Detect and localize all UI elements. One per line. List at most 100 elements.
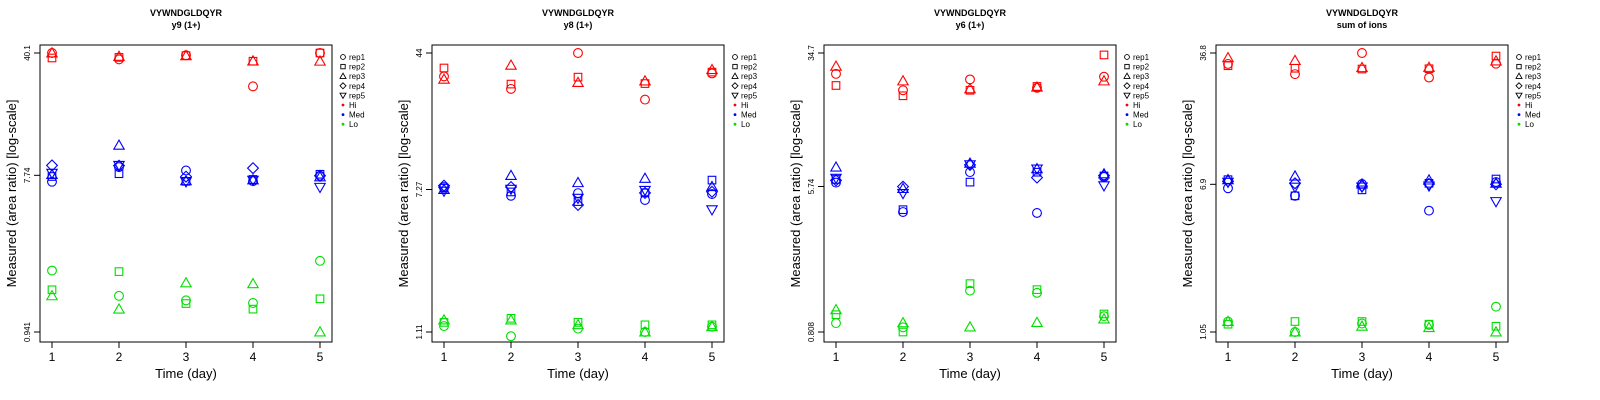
- chart-subtitle: y6 (1+): [956, 20, 985, 30]
- data-point-hi-rep2: [831, 81, 841, 90]
- data-point-med-rep4: [313, 169, 327, 182]
- data-point-med-rep4: [571, 198, 585, 212]
- data-point-lo-rep2: [181, 299, 191, 308]
- legend-label-rep2: rep2: [349, 63, 366, 72]
- data-point-lo-rep3: [963, 320, 977, 332]
- legend-label-lo: Lo: [349, 120, 358, 129]
- x-axis-label: Time (day): [1331, 366, 1393, 381]
- legend-marker-rep5: [1123, 92, 1131, 100]
- data-point-lo-rep1: [248, 298, 258, 308]
- legend-marker-lo: [733, 122, 737, 126]
- data-point-med-rep4: [1030, 171, 1044, 184]
- data-point-hi-rep1: [640, 94, 650, 105]
- data-point-lo-rep1: [114, 290, 124, 301]
- data-point-hi-rep3: [638, 74, 652, 86]
- legend-label-rep3: rep3: [1133, 72, 1150, 81]
- data-point-med-rep5: [1422, 181, 1436, 193]
- data-point-lo-rep3: [571, 318, 585, 330]
- legend-label-med: Med: [1525, 111, 1541, 120]
- data-point-med-rep3: [1422, 173, 1436, 185]
- y-tick-label: 36.8: [1199, 45, 1208, 61]
- data-point-hi-rep3: [504, 59, 518, 70]
- data-point-hi-rep2: [1491, 51, 1501, 61]
- chart-title: VYWNDGLDQYR: [150, 8, 223, 18]
- data-point-med-rep2: [1491, 174, 1501, 184]
- data-point-med-rep5: [179, 177, 193, 189]
- data-point-lo-rep2: [1223, 319, 1233, 329]
- legend-marker-hi: [1517, 103, 1521, 107]
- legend-marker-rep2: [340, 63, 346, 70]
- x-tick-label: 5: [1101, 350, 1108, 364]
- data-point-med-rep2: [898, 205, 908, 215]
- data-point-med-rep1: [707, 189, 717, 199]
- chart-title: VYWNDGLDQYR: [1326, 8, 1399, 18]
- legend-label-rep1: rep1: [1525, 53, 1542, 62]
- data-point-med-rep5: [1288, 182, 1302, 194]
- data-point-lo-rep1: [1491, 301, 1501, 312]
- y-axis-label: Measured (area ratio) [log-scale]: [788, 100, 803, 288]
- x-tick-label: 3: [183, 350, 190, 364]
- data-point-med-rep5: [1489, 197, 1503, 208]
- data-point-hi-rep1: [1290, 69, 1300, 80]
- data-point-med-rep5: [112, 160, 126, 172]
- data-point-med-rep2: [506, 187, 516, 197]
- data-point-med-rep2: [573, 197, 583, 206]
- legend-label-rep4: rep4: [349, 82, 366, 91]
- data-point-med-rep3: [829, 160, 843, 172]
- data-point-lo-rep2: [1357, 317, 1367, 326]
- data-point-med-rep5: [246, 175, 260, 187]
- data-point-med-rep1: [1032, 207, 1042, 218]
- data-point-med-rep5: [829, 173, 843, 185]
- legend-marker-rep3: [339, 72, 347, 79]
- data-point-lo-rep2: [248, 304, 258, 314]
- data-point-hi-rep1: [248, 81, 258, 92]
- legend-label-rep4: rep4: [1133, 82, 1150, 91]
- x-tick-label: 2: [508, 350, 515, 364]
- data-point-med-rep1: [1424, 205, 1434, 216]
- legend-label-rep4: rep4: [1525, 82, 1542, 91]
- legend-marker-rep1: [1124, 54, 1130, 60]
- legend-marker-rep2: [1516, 63, 1522, 70]
- data-point-med-rep2: [1424, 178, 1434, 188]
- data-point-hi-rep3: [896, 74, 910, 86]
- data-point-lo-rep3: [705, 320, 719, 332]
- data-point-med-rep5: [313, 182, 327, 194]
- legend-label-rep3: rep3: [741, 72, 758, 81]
- data-point-lo-rep1: [898, 322, 908, 333]
- data-point-med-rep3: [246, 173, 260, 185]
- chart-title: VYWNDGLDQYR: [542, 8, 615, 18]
- legend-marker-med: [1517, 113, 1521, 116]
- y-tick-label: 0.941: [23, 321, 32, 342]
- data-point-hi-rep2: [506, 79, 516, 89]
- y-tick-label: 44: [415, 48, 424, 57]
- y-tick-label: 34.7: [807, 45, 816, 61]
- data-point-lo-rep1: [506, 331, 516, 342]
- data-point-lo-rep2: [47, 285, 57, 295]
- chart-panel-2: VYWNDGLDQYR y8 (1+) 1 2 3 4 5 Time (day) 1.11 7.2…: [396, 8, 758, 381]
- data-point-med-rep4: [829, 174, 843, 187]
- legend-label-rep5: rep5: [349, 91, 366, 100]
- data-point-med-rep1: [181, 165, 191, 176]
- data-point-hi-rep3: [829, 60, 843, 71]
- legend-marker-rep1: [1516, 54, 1522, 60]
- plot-frame: [39, 44, 333, 343]
- x-tick-label: 5: [1493, 350, 1500, 364]
- legend-marker-med: [1125, 113, 1129, 116]
- legend-label-lo: Lo: [1525, 120, 1534, 129]
- legend-marker-med: [341, 113, 345, 116]
- data-point-med-rep5: [571, 193, 585, 205]
- data-point-med-rep2: [707, 175, 717, 185]
- data-point-lo-rep1: [1032, 287, 1042, 298]
- data-point-hi-rep1: [315, 48, 325, 58]
- data-point-hi-rep1: [506, 83, 516, 94]
- data-point-lo-rep2: [898, 327, 908, 337]
- data-point-med-rep4: [246, 161, 260, 175]
- data-point-hi-rep2: [898, 91, 908, 101]
- data-point-hi-rep3: [246, 54, 260, 66]
- data-point-lo-rep3: [1030, 316, 1044, 327]
- y-tick-label: 1.05: [1199, 324, 1208, 340]
- x-tick-label: 2: [116, 350, 123, 364]
- data-point-med-rep5: [1221, 177, 1235, 189]
- chart-panel-4: VYWNDGLDQYR sum of ions 1 2 3 4 5 Time (day) 1.0…: [1180, 8, 1542, 381]
- data-point-lo-rep3: [179, 276, 193, 288]
